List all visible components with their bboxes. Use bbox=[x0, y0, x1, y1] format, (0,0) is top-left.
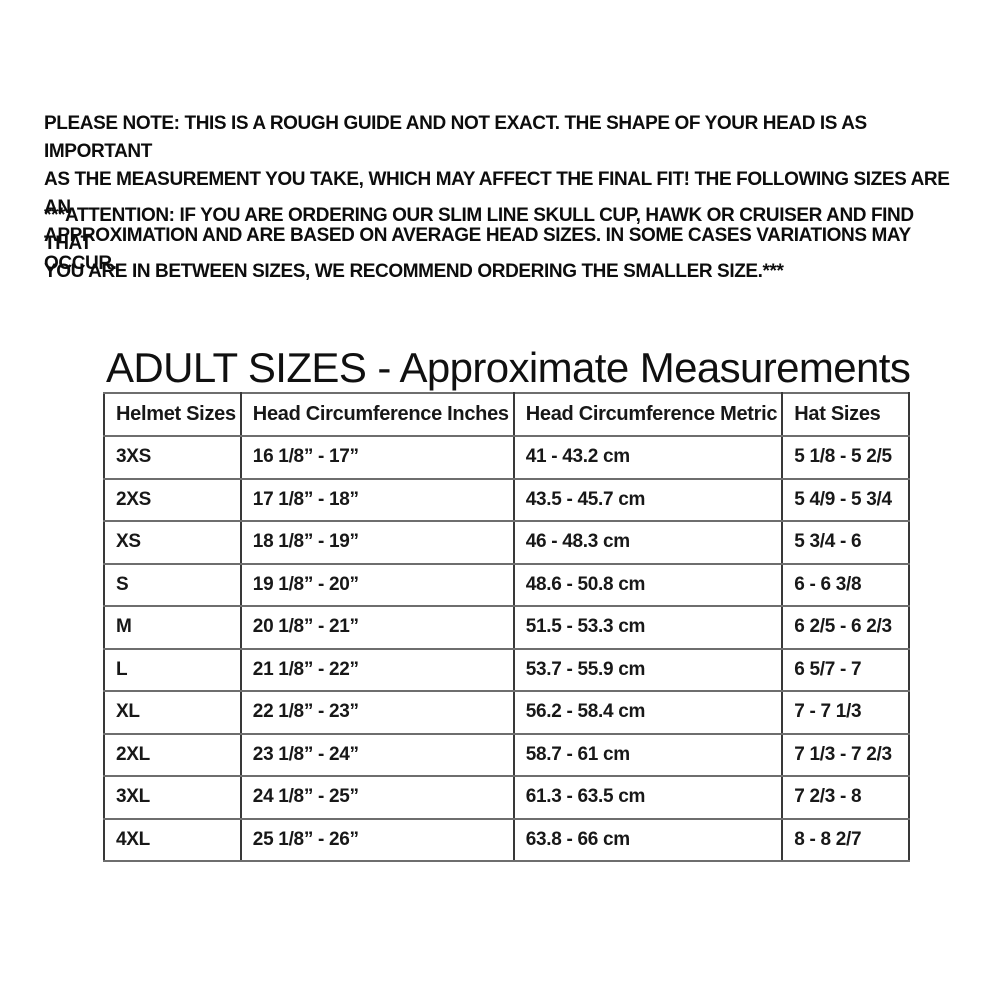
cell-hat-size: 6 2/5 - 6 2/3 bbox=[781, 605, 911, 650]
cell-hat-size: 7 - 7 1/3 bbox=[781, 690, 911, 735]
cell-circumference-inches: 20 1/8” - 21” bbox=[239, 605, 515, 650]
cell-circumference-metric: 58.7 - 61 cm bbox=[512, 732, 784, 777]
size-chart-table: Helmet Sizes Head Circumference Inches H… bbox=[103, 392, 911, 862]
table-row: 3XS 16 1/8” - 17” 41 - 43.2 cm 5 1/8 - 5… bbox=[103, 435, 911, 480]
column-header-head-circumference-inches: Head Circumference Inches bbox=[239, 392, 515, 437]
table-row: 2XL 23 1/8” - 24” 58.7 - 61 cm 7 1/3 - 7… bbox=[103, 732, 911, 777]
cell-circumference-inches: 21 1/8” - 22” bbox=[239, 647, 515, 692]
column-header-head-circumference-metric: Head Circumference Metric bbox=[512, 392, 784, 437]
table-row: S 19 1/8” - 20” 48.6 - 50.8 cm 6 - 6 3/8 bbox=[103, 562, 911, 607]
cell-hat-size: 7 1/3 - 7 2/3 bbox=[781, 732, 911, 777]
cell-circumference-metric: 53.7 - 55.9 cm bbox=[512, 647, 784, 692]
table-row: XS 18 1/8” - 19” 46 - 48.3 cm 5 3/4 - 6 bbox=[103, 520, 911, 565]
column-header-helmet-sizes: Helmet Sizes bbox=[103, 392, 242, 437]
cell-hat-size: 5 4/9 - 5 3/4 bbox=[781, 477, 911, 522]
cell-circumference-metric: 56.2 - 58.4 cm bbox=[512, 690, 784, 735]
cell-hat-size: 6 - 6 3/8 bbox=[781, 562, 911, 607]
cell-circumference-metric: 63.8 - 66 cm bbox=[512, 817, 784, 862]
cell-circumference-inches: 25 1/8” - 26” bbox=[239, 817, 515, 862]
cell-hat-size: 5 3/4 - 6 bbox=[781, 520, 911, 565]
page-title: ADULT SIZES - Approximate Measurements bbox=[106, 344, 911, 392]
cell-helmet-size: 3XS bbox=[103, 435, 242, 480]
cell-helmet-size: 3XL bbox=[103, 775, 242, 820]
cell-circumference-metric: 41 - 43.2 cm bbox=[512, 435, 784, 480]
cell-hat-size: 5 1/8 - 5 2/5 bbox=[781, 435, 911, 480]
cell-helmet-size: 2XL bbox=[103, 732, 242, 777]
cell-helmet-size: M bbox=[103, 605, 242, 650]
table-row: 2XS 17 1/8” - 18” 43.5 - 45.7 cm 5 4/9 -… bbox=[103, 477, 911, 522]
cell-circumference-metric: 43.5 - 45.7 cm bbox=[512, 477, 784, 522]
table-header-row: Helmet Sizes Head Circumference Inches H… bbox=[103, 392, 911, 437]
cell-circumference-inches: 18 1/8” - 19” bbox=[239, 520, 515, 565]
cell-helmet-size: L bbox=[103, 647, 242, 692]
cell-circumference-metric: 51.5 - 53.3 cm bbox=[512, 605, 784, 650]
cell-circumference-metric: 46 - 48.3 cm bbox=[512, 520, 784, 565]
cell-helmet-size: XL bbox=[103, 690, 242, 735]
table-row: XL 22 1/8” - 23” 56.2 - 58.4 cm 7 - 7 1/… bbox=[103, 690, 911, 735]
cell-circumference-inches: 22 1/8” - 23” bbox=[239, 690, 515, 735]
cell-helmet-size: XS bbox=[103, 520, 242, 565]
note-paragraph: PLEASE NOTE: THIS IS A ROUGH GUIDE AND N… bbox=[44, 113, 950, 274]
cell-circumference-metric: 61.3 - 63.5 cm bbox=[512, 775, 784, 820]
table-row: 3XL 24 1/8” - 25” 61.3 - 63.5 cm 7 2/3 -… bbox=[103, 775, 911, 820]
table-row: M 20 1/8” - 21” 51.5 - 53.3 cm 6 2/5 - 6… bbox=[103, 605, 911, 650]
table-row: L 21 1/8” - 22” 53.7 - 55.9 cm 6 5/7 - 7 bbox=[103, 647, 911, 692]
cell-circumference-metric: 48.6 - 50.8 cm bbox=[512, 562, 784, 607]
cell-hat-size: 8 - 8 2/7 bbox=[781, 817, 911, 862]
column-header-hat-sizes: Hat Sizes bbox=[781, 392, 911, 437]
cell-circumference-inches: 24 1/8” - 25” bbox=[239, 775, 515, 820]
cell-circumference-inches: 23 1/8” - 24” bbox=[239, 732, 515, 777]
table-row: 4XL 25 1/8” - 26” 63.8 - 66 cm 8 - 8 2/7 bbox=[103, 817, 911, 862]
cell-helmet-size: 4XL bbox=[103, 817, 242, 862]
cell-circumference-inches: 17 1/8” - 18” bbox=[239, 477, 515, 522]
cell-circumference-inches: 19 1/8” - 20” bbox=[239, 562, 515, 607]
cell-helmet-size: S bbox=[103, 562, 242, 607]
attention-paragraph: ***ATTENTION: IF YOU ARE ORDERING OUR SL… bbox=[44, 205, 914, 282]
cell-hat-size: 7 2/3 - 8 bbox=[781, 775, 911, 820]
cell-helmet-size: 2XS bbox=[103, 477, 242, 522]
cell-hat-size: 6 5/7 - 7 bbox=[781, 647, 911, 692]
cell-circumference-inches: 16 1/8” - 17” bbox=[239, 435, 515, 480]
